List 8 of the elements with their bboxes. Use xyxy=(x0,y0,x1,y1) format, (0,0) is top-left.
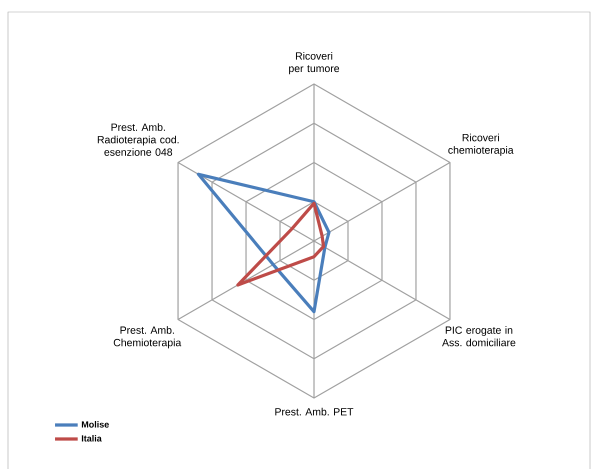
spoke-label: Prest. Amb. PET xyxy=(275,408,354,416)
spoke-label: Ricoveri chemioterapia xyxy=(448,134,514,156)
spoke-label: PIC erogate in Ass. domiciliare xyxy=(442,326,516,346)
legend-label: Molise xyxy=(82,421,109,428)
legend-label: Italia xyxy=(82,434,102,442)
spoke-label: Ricoveri per tumore xyxy=(289,52,340,74)
spoke-label: Prest. Amb. Radioterapia cod. esenzione 048 xyxy=(98,123,179,156)
spoke-label: Prest. Amb. Chemioterapia xyxy=(114,326,182,348)
